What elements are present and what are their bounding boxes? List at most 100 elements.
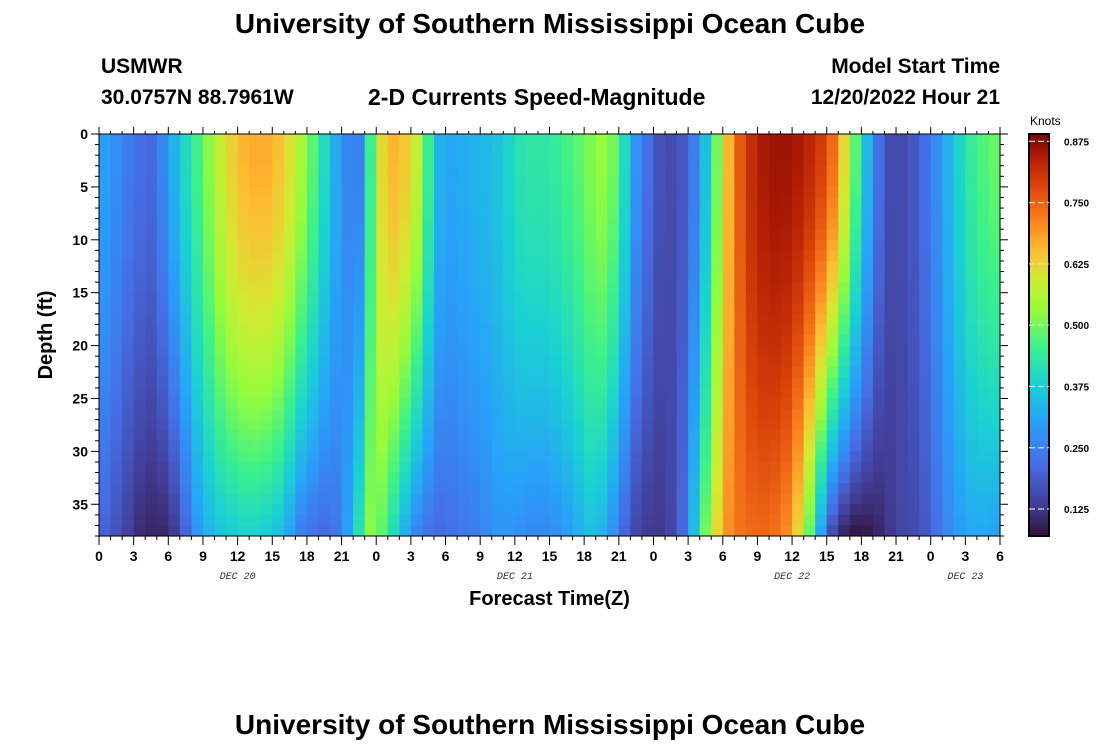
heatmap-cell — [641, 134, 655, 146]
heatmap-cell — [734, 239, 747, 251]
colorbar-segment — [1029, 489, 1049, 494]
heatmap-cell — [838, 409, 851, 421]
heatmap-cell — [330, 398, 343, 410]
heatmap-cell — [884, 335, 897, 347]
heatmap-cell — [907, 229, 920, 241]
heatmap-cell — [988, 250, 1001, 262]
heatmap-cell — [122, 250, 135, 262]
heatmap-cell — [549, 324, 562, 336]
heatmap-cell — [607, 208, 620, 220]
heatmap-cell — [399, 493, 412, 505]
heatmap-cell — [607, 451, 620, 463]
heatmap-cell — [711, 356, 724, 368]
heatmap-cell — [988, 197, 1001, 209]
heatmap-cell — [491, 514, 504, 527]
colorbar-segment — [1029, 428, 1049, 433]
heatmap-cell — [815, 313, 828, 326]
heatmap-cell — [595, 260, 608, 273]
heatmap-cell — [953, 398, 966, 410]
heatmap-cell — [872, 483, 886, 495]
heatmap-cell — [572, 260, 585, 273]
heatmap-cell — [549, 504, 562, 516]
heatmap-cell — [872, 260, 886, 273]
heatmap-cell — [364, 398, 377, 410]
colorbar-segment — [1029, 160, 1049, 165]
heatmap-cell — [364, 197, 377, 209]
heatmap-cell — [688, 335, 701, 347]
heatmap-cell — [872, 493, 886, 505]
heatmap-cell — [861, 313, 874, 326]
colorbar-segment — [1029, 304, 1049, 309]
heatmap-cell — [156, 409, 169, 421]
heatmap-cell — [930, 409, 943, 421]
heatmap-cell — [514, 250, 527, 262]
heatmap-cell — [422, 398, 435, 410]
heatmap-cell — [133, 451, 146, 463]
heatmap-cell — [699, 134, 712, 146]
heatmap-cell — [838, 335, 851, 347]
heatmap-cell — [953, 419, 966, 431]
heatmap-cell — [122, 366, 135, 378]
heatmap-cell — [572, 472, 585, 484]
heatmap-cell — [676, 419, 689, 431]
heatmap-cell — [122, 440, 135, 452]
heatmap-cell — [526, 229, 539, 241]
heatmap-cell — [826, 208, 839, 220]
heatmap-cell — [145, 144, 158, 156]
heatmap-cell — [641, 239, 655, 251]
heatmap-cell — [399, 208, 412, 220]
heatmap-cell — [757, 493, 770, 505]
heatmap-cell — [237, 461, 250, 474]
heatmap-cell — [295, 514, 308, 527]
heatmap-cell — [826, 313, 839, 326]
heatmap-cell — [399, 134, 412, 146]
heatmap-cell — [595, 451, 608, 463]
heatmap-cell — [260, 292, 273, 304]
heatmap-cell — [353, 366, 366, 378]
heatmap-cell — [711, 208, 724, 220]
heatmap-cell — [537, 197, 551, 209]
heatmap-cell — [330, 271, 343, 283]
heatmap-cell — [826, 493, 839, 505]
heatmap-cell — [353, 271, 366, 283]
heatmap-cell — [653, 335, 666, 347]
heatmap-cell — [861, 324, 874, 336]
colorbar-segment — [1029, 221, 1049, 226]
heatmap-cell — [768, 451, 782, 463]
heatmap-cell — [110, 208, 123, 220]
colorbar-segment — [1029, 415, 1049, 420]
heatmap-cell — [572, 419, 585, 431]
heatmap-cell — [387, 239, 400, 251]
heatmap-cell — [618, 409, 631, 421]
heatmap-cell — [422, 409, 435, 421]
heatmap-cell — [907, 176, 920, 188]
heatmap-cell — [457, 303, 470, 315]
heatmap-cell — [780, 208, 793, 220]
heatmap-cell — [988, 483, 1001, 495]
heatmap-cell — [145, 398, 158, 410]
colorbar-segment — [1029, 247, 1049, 252]
heatmap-cell — [514, 409, 527, 421]
colorbar-segment — [1029, 298, 1049, 303]
heatmap-cell — [480, 366, 493, 378]
heatmap-cell — [179, 176, 193, 188]
heatmap-cell — [410, 525, 424, 537]
heatmap-cell — [433, 525, 447, 537]
heatmap-cell — [249, 419, 262, 431]
heatmap-cell — [133, 239, 146, 251]
heatmap-cell — [734, 366, 747, 378]
heatmap-cell — [942, 176, 955, 188]
heatmap-cell — [226, 525, 239, 537]
heatmap-cell — [757, 313, 770, 326]
colorbar-segment — [1029, 211, 1049, 215]
heatmap-cell — [110, 504, 123, 516]
heatmap-cell — [249, 239, 262, 251]
heatmap-cell — [491, 260, 504, 273]
heatmap-cell — [942, 483, 955, 495]
heatmap-cell — [745, 419, 759, 431]
heatmap-cell — [387, 345, 400, 357]
heatmap-cell — [722, 282, 735, 294]
heatmap-cell — [688, 292, 701, 304]
heatmap-cell — [214, 356, 227, 368]
heatmap-cell — [826, 419, 839, 431]
